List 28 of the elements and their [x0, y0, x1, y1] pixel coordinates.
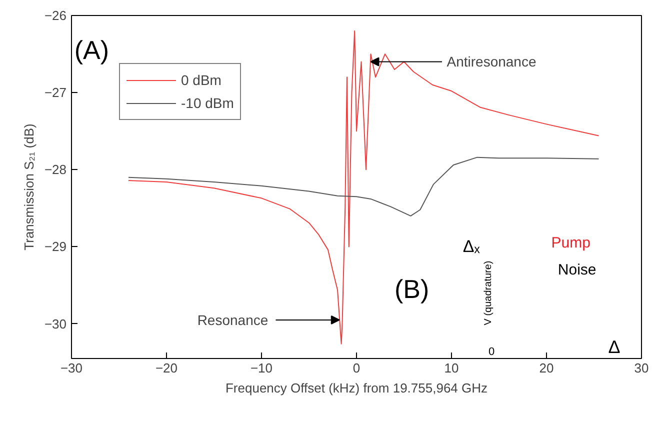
annotation: V (quadrature)	[483, 260, 494, 326]
line-series	[128, 156, 600, 216]
x-tick-label: 0	[352, 360, 360, 376]
y-tick-label: −30	[44, 316, 67, 332]
x-axis-title: Frequency Offset (kHz) from 19.755,964 GHz	[225, 380, 488, 396]
y-tick-label: −27	[44, 85, 67, 100]
x-tick-label: −10	[250, 360, 273, 376]
x-tick-label: −30	[60, 360, 83, 376]
y-tick-label: −26	[44, 8, 67, 23]
x-tick-label: 30	[634, 360, 649, 376]
line-series	[128, 30, 600, 344]
y-tick-label: −28	[44, 162, 67, 178]
annotation: (B)	[394, 274, 430, 304]
annotation: 0	[488, 346, 495, 358]
annotation: Δₓ	[462, 237, 480, 256]
annotation: Noise	[558, 261, 596, 278]
legend-label: 0 dBm	[181, 72, 222, 88]
annotation: Resonance	[197, 312, 268, 328]
annotation: Antiresonance	[446, 54, 536, 70]
annotation: Pump	[551, 234, 590, 252]
y-tick-label: −29	[44, 239, 67, 254]
y-axis-title: Transmission S₂₁ (dB)	[21, 124, 36, 250]
x-tick-label: 10	[444, 360, 459, 376]
annotation: Δ	[608, 336, 620, 357]
x-tick-label: 20	[539, 360, 554, 376]
annotation: (A)	[74, 35, 110, 66]
legend-label: -10 dBm	[181, 95, 234, 111]
x-tick-label: −20	[155, 360, 178, 376]
